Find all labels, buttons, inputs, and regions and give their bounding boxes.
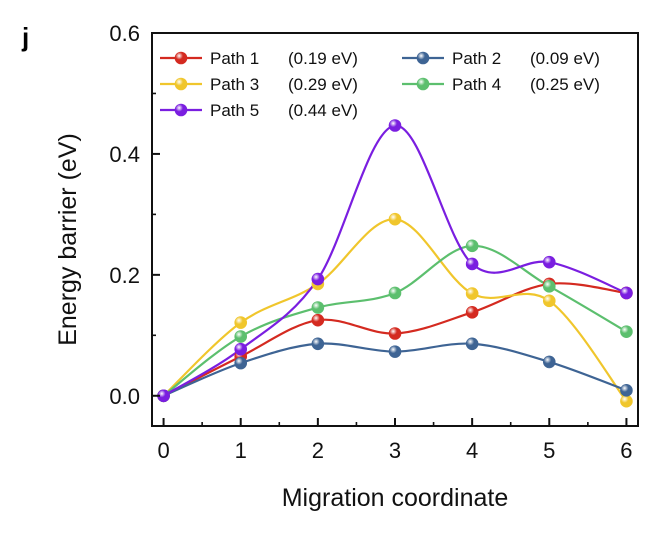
data-point-path-2-x4 [465,337,479,351]
data-point-path-5-x1 [234,342,248,356]
data-point-path-5-x3 [388,119,402,132]
axis-ticks [152,32,628,426]
series-line-path-4 [162,244,627,397]
series-points [157,119,633,408]
data-point-path-3-x3 [388,212,402,226]
legend-barrier-path-5: (0.44 eV) [288,101,358,120]
y-axis-title: Energy barrier (eV) [54,133,82,346]
tick-labels: 0 1 2 3 4 5 6 0.0 0.2 0.4 0.6 [109,21,632,463]
x-tick-label: 1 [235,438,247,463]
legend-label-path-1: Path 1 [210,49,259,68]
data-point-path-5-x4 [465,257,479,271]
data-point-path-3-x4 [465,287,479,300]
data-point-path-4-x4 [465,239,479,253]
legend: Path 1 (0.19 eV) Path 2 (0.09 eV) Path 3 (0.2… [160,49,600,120]
data-point-path-5-x2 [311,272,325,286]
data-point-path-5-x6 [620,286,633,300]
x-tick-label: 6 [620,438,632,463]
x-axis-title: Migration coordinate [282,484,509,512]
data-point-path-3-x5 [542,294,556,308]
legend-barrier-path-1: (0.19 eV) [288,49,358,68]
series-curves [162,124,628,402]
legend-label-path-2: Path 2 [452,49,501,68]
data-point-path-4-x5 [542,280,556,293]
data-point-path-1-x2 [311,313,325,327]
x-tick-label: 5 [543,438,555,463]
x-tick-label: 0 [157,438,169,463]
data-point-path-2-x6 [620,384,633,397]
legend-marker-path-4 [416,77,430,91]
legend-barrier-path-4: (0.25 eV) [530,75,600,94]
panel-label: j [21,22,29,52]
legend-barrier-path-3: (0.29 eV) [288,75,358,94]
y-tick-label: 0.0 [109,384,140,409]
data-point-path-2-x5 [542,355,556,369]
legend-marker-path-1 [174,51,188,65]
data-point-path-4-x6 [620,325,633,338]
x-tick-label: 4 [466,438,478,463]
y-tick-label: 0.4 [109,142,140,167]
data-point-path-4-x2 [311,301,325,314]
data-point-path-1-x3 [388,327,402,340]
legend-marker-path-3 [174,77,188,91]
data-point-path-2-x2 [311,337,325,351]
data-point-path-2-x3 [388,345,402,358]
x-tick-label: 3 [389,438,401,463]
y-tick-label: 0.2 [109,263,140,288]
legend-label-path-5: Path 5 [210,101,259,120]
data-point-path-5-x5 [542,255,556,269]
data-point-path-1-x4 [465,306,479,319]
x-tick-label: 2 [312,438,324,463]
data-point-path-2-x1 [234,356,248,370]
data-point-path-4-x3 [388,286,402,300]
series-line-path-3 [162,218,628,402]
legend-label-path-4: Path 4 [452,75,501,94]
legend-label-path-3: Path 3 [210,75,259,94]
legend-marker-path-2 [416,51,430,65]
legend-marker-path-5 [174,103,188,117]
legend-barrier-path-2: (0.09 eV) [530,49,600,68]
data-point-path-3-x1 [234,316,248,329]
data-point-path-4-x1 [234,330,248,343]
data-point-path-3-x6 [620,394,633,408]
y-tick-label: 0.6 [109,21,140,46]
